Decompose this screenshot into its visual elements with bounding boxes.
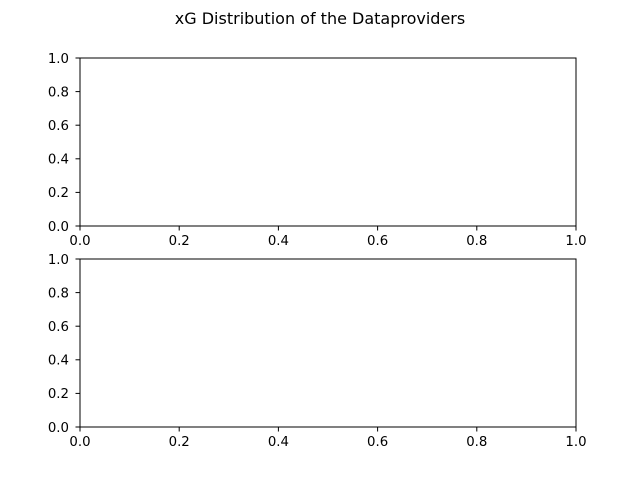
top-y-tick-label: 0.6 (48, 119, 69, 134)
bottom-y-tick-label: 0.8 (48, 286, 69, 301)
top-axes-frame (79, 57, 577, 227)
bottom-y-tick-label: 0.0 (48, 421, 69, 436)
figure-title: xG Distribution of the Dataproviders (175, 9, 465, 28)
bottom-y-tick-label: 1.0 (48, 253, 69, 268)
top-x-tick-label: 0.6 (367, 234, 388, 249)
top-x-tick-label: 1.0 (565, 234, 586, 249)
subplot-top: 0.0 0.2 0.4 0.6 0.8 1.0 0.0 0.2 0.4 0.6 0.8 1.0 (48, 52, 587, 249)
top-x-tick-label: 0.2 (169, 234, 190, 249)
bottom-x-tick-label: 0.4 (268, 435, 289, 450)
bottom-x-tick-label: 1.0 (565, 435, 586, 450)
top-x-tick-label: 0.4 (268, 234, 289, 249)
bottom-x-tick-label: 0.2 (169, 435, 190, 450)
bottom-x-tick-label: 0.0 (69, 435, 90, 450)
top-y-tick-label: 1.0 (48, 52, 69, 67)
bottom-x-tick-label: 0.8 (466, 435, 487, 450)
bottom-y-tick-label: 0.4 (48, 354, 69, 369)
bottom-x-tick-label: 0.6 (367, 435, 388, 450)
top-y-tick-label: 0.8 (48, 85, 69, 100)
bottom-axes-frame (79, 258, 577, 428)
top-y-tick-label: 0.0 (48, 220, 69, 235)
subplot-bottom: 0.0 0.2 0.4 0.6 0.8 1.0 0.0 0.2 0.4 0.6 0.8 1.0 (48, 253, 587, 450)
top-x-tick-label: 0.0 (69, 234, 90, 249)
bottom-y-tick-label: 0.6 (48, 320, 69, 335)
bottom-y-tick-label: 0.2 (48, 387, 69, 402)
top-y-tick-label: 0.4 (48, 153, 69, 168)
top-x-tick-label: 0.8 (466, 234, 487, 249)
top-y-tick-label: 0.2 (48, 186, 69, 201)
